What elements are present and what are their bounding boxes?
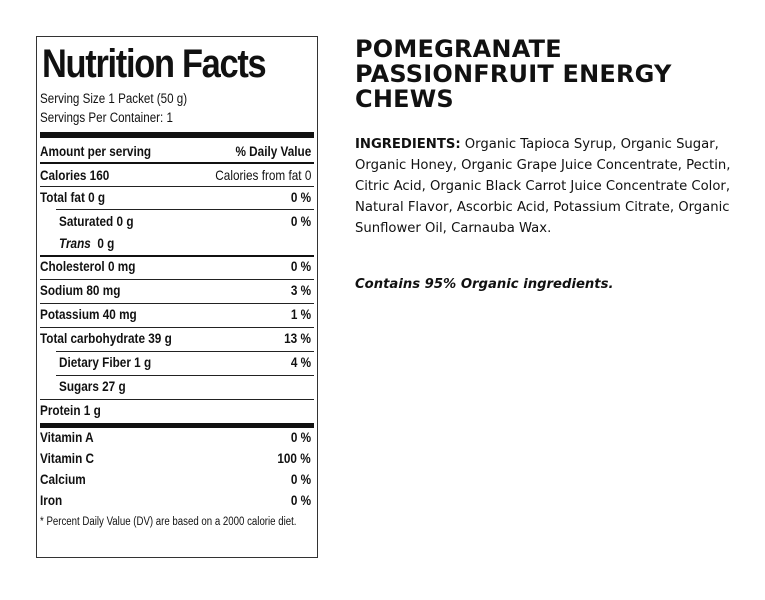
- nutrient-value: 0 %: [290, 258, 311, 274]
- vitamin-row-calcium: Calcium 0 %: [40, 469, 314, 489]
- nutrient-label: Cholesterol 0 mg: [40, 258, 136, 274]
- nutrient-label: Trans: [59, 235, 91, 251]
- nutrient-label: Total fat 0 g: [40, 189, 106, 205]
- product-name-line: POMEGRANATE: [355, 35, 562, 63]
- nutrient-label: Potassium 40 mg: [40, 306, 137, 322]
- nutrient-row-trans: Trans 0 g: [40, 233, 314, 253]
- vitamin-value: 100 %: [277, 450, 311, 466]
- divider: [40, 279, 314, 280]
- nutrient-row-total-fat: Total fat 0 g 0 %: [40, 187, 314, 207]
- nutrient-value: 13 %: [284, 330, 311, 346]
- nutrient-value: 0 %: [290, 213, 311, 229]
- vitamin-row-a: Vitamin A 0 %: [40, 427, 314, 447]
- calories-from-fat: Calories from fat 0: [214, 167, 311, 183]
- vitamin-value: 0 %: [290, 492, 311, 508]
- divider: [56, 209, 314, 210]
- nutrient-value: 3 %: [290, 282, 311, 298]
- ingredients-paragraph: INGREDIENTS: Organic Tapioca Syrup, Orga…: [355, 134, 735, 239]
- servings-per-container: Servings Per Container: 1: [40, 110, 173, 125]
- amount-per-serving-label: Amount per serving: [40, 143, 152, 159]
- vitamin-label: Calcium: [40, 471, 86, 487]
- serving-size: Serving Size 1 Packet (50 g): [40, 91, 188, 106]
- vitamin-value: 0 %: [290, 429, 311, 445]
- vitamin-label: Vitamin A: [40, 429, 94, 445]
- nutrient-label: Protein 1 g: [40, 402, 101, 418]
- calories-row: Calories 160 Calories from fat 0: [40, 165, 314, 185]
- divider: [40, 162, 314, 164]
- nutrient-amount: 0 g: [97, 235, 115, 251]
- nutrient-label: Saturated 0 g: [59, 213, 134, 229]
- amount-header-row: Amount per serving % Daily Value: [40, 141, 314, 161]
- daily-value-footnote: * Percent Daily Value (DV) are based on …: [40, 516, 297, 528]
- ingredients-text: Organic Tapioca Syrup, Organic Sugar, Or…: [355, 137, 731, 236]
- product-name: POMEGRANATE PASSIONFRUIT ENERGY CHEWS: [355, 37, 755, 112]
- ingredients-label: INGREDIENTS:: [355, 137, 461, 152]
- divider: [40, 255, 314, 257]
- product-name-line: CHEWS: [355, 85, 454, 113]
- nutrient-value: 0 %: [290, 189, 311, 205]
- divider: [40, 303, 314, 304]
- nutrient-row-sodium: Sodium 80 mg 3 %: [40, 280, 314, 300]
- organic-contains-note: Contains 95% Organic ingredients.: [355, 277, 614, 292]
- nutrient-row-sugars: Sugars 27 g: [40, 376, 314, 396]
- vitamin-label: Vitamin C: [40, 450, 95, 466]
- nutrition-facts-panel: Nutrition Facts Serving Size 1 Packet (5…: [36, 36, 318, 558]
- nutrient-row-cholesterol: Cholesterol 0 mg 0 %: [40, 256, 314, 276]
- nutrient-label: Dietary Fiber 1 g: [59, 354, 152, 370]
- divider: [40, 186, 314, 187]
- nutrient-value: 1 %: [290, 306, 311, 322]
- calories-label: Calories 160: [40, 167, 110, 183]
- nutrient-label: Sodium 80 mg: [40, 282, 121, 298]
- vitamin-row-iron: Iron 0 %: [40, 490, 314, 510]
- thick-divider: [40, 423, 314, 428]
- nutrient-row-potassium: Potassium 40 mg 1 %: [40, 304, 314, 324]
- divider: [56, 375, 314, 376]
- nutrient-label: Sugars 27 g: [59, 378, 126, 394]
- vitamin-value: 0 %: [290, 471, 311, 487]
- divider: [56, 351, 314, 352]
- vitamin-label: Iron: [40, 492, 63, 508]
- nutrition-facts-title: Nutrition Facts: [42, 42, 267, 86]
- divider: [40, 327, 314, 328]
- nutrient-row-fiber: Dietary Fiber 1 g 4 %: [40, 352, 314, 372]
- nutrient-row-carbohydrate: Total carbohydrate 39 g 13 %: [40, 328, 314, 348]
- thick-divider: [40, 132, 314, 138]
- daily-value-header: % Daily Value: [235, 143, 311, 159]
- nutrient-row-protein: Protein 1 g: [40, 400, 314, 420]
- divider: [40, 399, 314, 400]
- nutrient-label: Total carbohydrate 39 g: [40, 330, 172, 346]
- nutrient-value: 4 %: [290, 354, 311, 370]
- nutrient-row-saturated: Saturated 0 g 0 %: [40, 211, 314, 231]
- vitamin-row-c: Vitamin C 100 %: [40, 448, 314, 468]
- product-name-line: PASSIONFRUIT ENERGY: [355, 60, 672, 88]
